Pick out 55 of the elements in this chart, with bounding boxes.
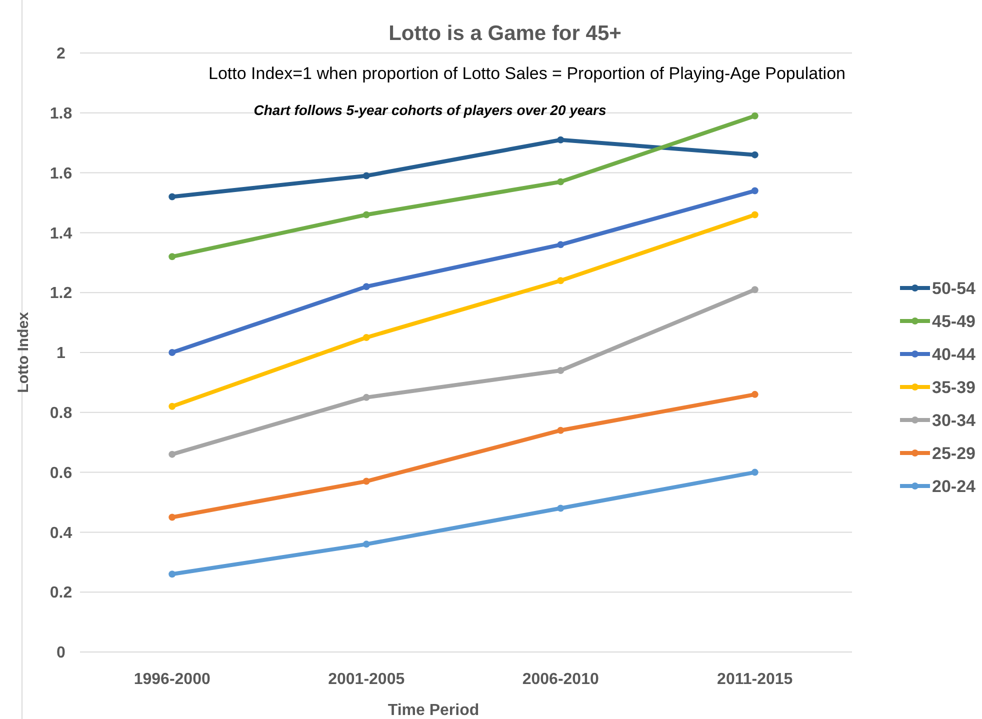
point <box>751 286 758 294</box>
y-tick-label: 1.4 <box>50 225 72 242</box>
point <box>168 570 176 578</box>
y-tick-label: 0.2 <box>50 584 72 602</box>
point <box>362 478 370 485</box>
point <box>168 402 176 410</box>
y-tick-label: 1 <box>56 345 66 362</box>
point <box>362 394 370 401</box>
x-tick-label: 2011-2015 <box>717 671 793 688</box>
legend-label: 35-39 <box>932 378 976 397</box>
y-tick-label: 0.6 <box>50 464 72 482</box>
point <box>168 450 176 458</box>
annotation: Chart follows 5-year cohorts of players over 20 years <box>254 102 606 118</box>
point <box>751 112 758 120</box>
y-tick-label: 0.8 <box>50 405 72 422</box>
point <box>168 253 176 260</box>
legend-label: 50-54 <box>932 278 976 298</box>
point <box>557 366 564 374</box>
legend-label: 30-34 <box>932 410 976 430</box>
point <box>362 334 370 342</box>
legend-label: 45-49 <box>932 312 976 331</box>
point <box>557 136 564 144</box>
legend-label: 40-44 <box>932 344 976 364</box>
legend-label: 25-29 <box>932 444 976 463</box>
y-tick-label: 0.4 <box>50 524 72 542</box>
point <box>557 426 564 434</box>
text: Lotto Index=1 when proportion of Lotto Sales = Proportion of Playing-Age Population <box>208 64 846 83</box>
point <box>751 468 758 476</box>
point <box>168 193 176 200</box>
point <box>751 187 758 194</box>
x-tick-label: 2001-2005 <box>328 671 405 688</box>
y-tick-label: 2 <box>56 46 66 63</box>
point <box>557 241 564 248</box>
y-tick-label: 1.6 <box>50 165 72 182</box>
point <box>362 211 370 218</box>
y-tick-label: 1.2 <box>50 285 72 302</box>
point <box>168 514 176 521</box>
x-axis-title: Time Period <box>388 702 480 719</box>
point <box>557 277 564 284</box>
x-tick-label: 2006-2010 <box>522 671 599 688</box>
chart-title: Lotto is a Game for 45+ <box>388 22 622 45</box>
point <box>362 172 370 180</box>
point <box>557 504 564 512</box>
y-tick-label: 0 <box>56 644 66 662</box>
point <box>362 540 370 548</box>
legend-label: 20-24 <box>932 476 976 496</box>
point <box>362 283 370 290</box>
point <box>751 211 758 218</box>
point <box>751 151 758 158</box>
point <box>168 349 176 356</box>
point <box>557 178 564 186</box>
point <box>751 390 758 398</box>
y-axis-title: Lotto Index <box>15 311 32 393</box>
x-tick-label: 1996-2000 <box>134 671 210 688</box>
y-tick-label: 1.8 <box>50 106 72 122</box>
